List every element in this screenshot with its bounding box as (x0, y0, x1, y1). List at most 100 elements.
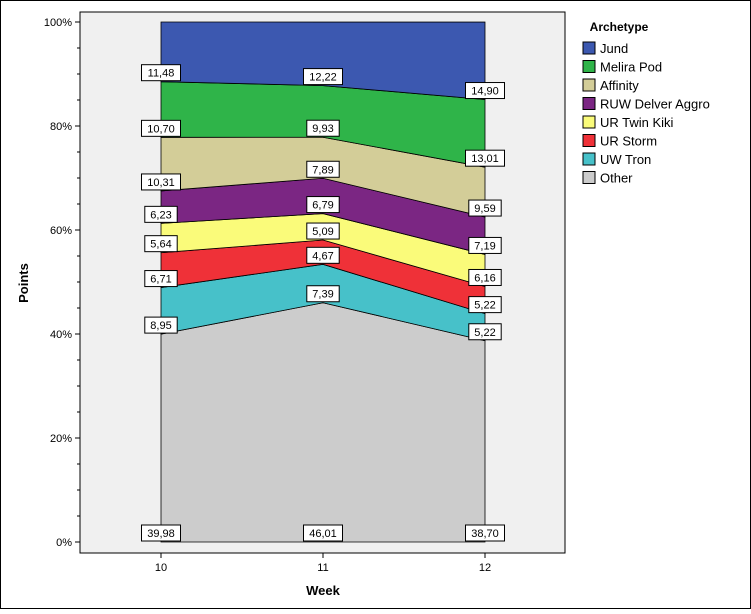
areas-layer (160, 21, 486, 543)
data-label-text: 11,48 (148, 68, 175, 80)
data-label-melira-pod: 10,70 (141, 119, 181, 137)
area-other (160, 302, 486, 543)
legend-swatch (582, 171, 596, 184)
data-label-box (141, 173, 181, 191)
legend-item-melira-pod: Melira Pod (582, 60, 662, 75)
data-label-text: 7,19 (474, 240, 495, 252)
data-label-jund: 12,22 (303, 68, 343, 86)
data-label-text: 4,67 (312, 250, 333, 262)
data-label-box (303, 68, 343, 86)
data-label-ur-twin-kiki: 6,16 (468, 268, 502, 286)
data-label-text: 10,31 (147, 177, 175, 189)
data-label-text: 7,89 (312, 164, 333, 176)
y-tick-label: 20% (50, 433, 72, 445)
legend-swatch (582, 97, 596, 110)
data-label-text: 12,22 (309, 72, 337, 84)
data-label-text: 5,64 (150, 239, 171, 251)
legend-swatch (582, 41, 596, 55)
x-tick-label: 11 (317, 562, 328, 574)
data-label-text: 10,70 (147, 123, 175, 135)
data-label-jund: 11,48 (141, 64, 181, 82)
data-label-text: 39,98 (147, 528, 175, 540)
data-label-melira-pod: 9,93 (306, 119, 340, 137)
legend-item-ur-storm: UR Storm (582, 134, 657, 149)
data-label-uw-tron: 5,22 (468, 323, 502, 341)
data-label-other: 46,01 (303, 524, 343, 542)
data-label-ruw-delver-aggro: 6,79 (306, 196, 340, 214)
x-axis-title: Week (306, 583, 340, 598)
data-label-box (468, 236, 502, 254)
data-label-ruw-delver-aggro: 7,19 (468, 236, 502, 254)
data-label-text: 8,95 (150, 320, 171, 332)
data-label-affinity: 10,31 (141, 173, 181, 191)
legend-label: Other (600, 171, 633, 186)
legend-label: Jund (600, 41, 628, 56)
data-label-box (468, 268, 502, 286)
data-label-box (306, 222, 340, 240)
legend-swatch (582, 60, 596, 73)
y-tick-label: 0% (56, 537, 72, 549)
y-tick-label: 60% (50, 225, 72, 237)
data-label-box (306, 196, 340, 214)
data-label-text: 6,16 (474, 272, 495, 284)
data-label-text: 9,59 (474, 203, 495, 215)
legend-swatch (582, 78, 596, 92)
data-label-text: 6,23 (150, 209, 171, 221)
data-label-text: 38,70 (471, 528, 499, 540)
y-tick-label: 40% (50, 329, 72, 341)
data-label-box (468, 323, 502, 341)
data-label-ur-twin-kiki: 5,64 (144, 235, 178, 253)
data-label-box (144, 235, 178, 253)
data-label-box (144, 205, 178, 223)
data-label-box (306, 246, 340, 264)
data-label-box (465, 82, 505, 100)
legend-item-other: Other (582, 171, 633, 186)
data-label-box (303, 524, 343, 542)
data-label-affinity: 7,89 (306, 160, 340, 178)
legend-label: Affinity (600, 78, 639, 93)
legend-swatch (582, 115, 596, 129)
data-label-uw-tron: 8,95 (144, 316, 178, 334)
y-tick-label: 80% (50, 121, 72, 133)
data-label-box (141, 524, 181, 542)
data-label-ur-storm: 4,67 (306, 246, 340, 264)
y-tick-label: 100% (44, 17, 72, 29)
legend-swatch (582, 152, 596, 166)
data-label-box (306, 285, 340, 303)
data-label-box (141, 64, 181, 82)
data-label-box (465, 149, 505, 167)
data-label-text: 46,01 (309, 528, 337, 540)
data-label-ur-twin-kiki: 5,09 (306, 222, 340, 240)
data-label-melira-pod: 13,01 (465, 149, 505, 167)
legend-item-ruw-delver-aggro: RUW Delver Aggro (582, 97, 710, 112)
y-axis-title: Points (16, 263, 31, 303)
legend-title: Archetype (590, 20, 649, 34)
legend-label: UW Tron (600, 152, 651, 167)
data-label-box (144, 270, 178, 288)
data-label-jund: 14,90 (465, 82, 505, 100)
data-labels-layer: 39,98 46,01 38,70 8,95 7,39 5,22 6,71 4,67 5,22 5… (141, 64, 505, 542)
data-label-box (306, 160, 340, 178)
legend-item-uw-tron: UW Tron (582, 152, 651, 167)
data-label-text: 5,22 (474, 327, 495, 339)
legend-label: Melira Pod (600, 60, 662, 75)
data-label-uw-tron: 7,39 (306, 285, 340, 303)
x-tick-label: 12 (479, 562, 491, 574)
area-jund (160, 21, 486, 100)
legend-item-ur-twin-kiki: UR Twin Kiki (582, 115, 674, 130)
data-label-box (468, 296, 502, 314)
data-label-box (141, 119, 181, 137)
data-label-affinity: 9,59 (468, 199, 502, 217)
legend: Archetype Jund Melira Pod Affinity RUW Delv… (582, 20, 710, 186)
data-label-ur-storm: 6,71 (144, 270, 178, 288)
legend-label: RUW Delver Aggro (600, 97, 710, 112)
x-tick-label: 10 (155, 562, 167, 574)
data-label-text: 13,01 (471, 153, 499, 165)
legend-item-jund: Jund (582, 41, 628, 56)
data-label-text: 14,90 (471, 86, 499, 98)
data-label-other: 38,70 (465, 524, 505, 542)
legend-label: UR Storm (600, 134, 657, 149)
data-label-text: 5,22 (474, 300, 495, 312)
